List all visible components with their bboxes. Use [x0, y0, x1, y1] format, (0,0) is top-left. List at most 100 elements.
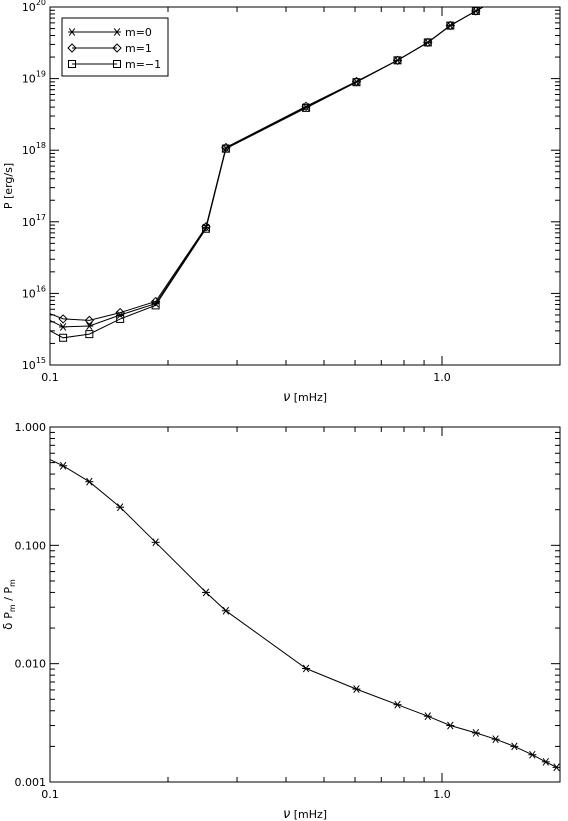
y-tick-label: 1020 [22, 0, 46, 14]
x-tick-label: 0.1 [41, 788, 59, 801]
y-tick-label: 1.000 [15, 421, 47, 434]
data-point [393, 700, 402, 709]
x-axis-label: ν [mHz] [283, 390, 327, 405]
y-tick-label: 1018 [22, 141, 46, 157]
y-tick-base: 10 [22, 216, 36, 229]
data-point [85, 322, 94, 330]
data-point [423, 712, 432, 721]
data-point [115, 307, 125, 318]
y-tick-label: 0.001 [15, 776, 47, 789]
legend-marker [113, 60, 121, 68]
y-tick-label: 0.010 [15, 658, 47, 671]
x-axis-unit: [mHz] [290, 391, 327, 404]
y-tick-label: 0.100 [15, 539, 47, 552]
legend: m=0 m=1 m=−1 [61, 17, 169, 77]
y-label-p: P [2, 612, 15, 619]
data-point [528, 750, 537, 759]
asterisk-stroke [68, 28, 76, 36]
data-point [471, 7, 480, 15]
legend-label: m=1 [125, 42, 152, 55]
x-tick-label: 0.1 [41, 371, 59, 384]
data-point [471, 728, 480, 737]
data-point [393, 56, 402, 65]
y-tick-exponent: 17 [36, 213, 46, 222]
x-axis-label: ν [mHz] [283, 807, 327, 821]
legend-marker [68, 60, 76, 68]
legend-marker [67, 43, 77, 53]
data-point [151, 538, 160, 547]
data-point [59, 461, 68, 470]
x-axis-symbol: ν [283, 807, 290, 821]
asterisk-stroke [511, 742, 518, 751]
x-tick-label: 1.0 [433, 371, 451, 384]
plot-frame [49, 6, 561, 366]
data-point [201, 224, 210, 233]
data-point [85, 330, 94, 339]
legend-item: m=0 [68, 26, 152, 39]
data-point [491, 735, 500, 744]
x-axis-symbol: ν [283, 390, 290, 405]
data-point [59, 333, 68, 342]
asterisk-stroke [529, 750, 536, 759]
y-tick-label: 1017 [22, 213, 46, 229]
y-axis-label: δ Pm / Pm [1, 579, 17, 630]
data-point [201, 588, 210, 597]
data-point [116, 314, 125, 323]
asterisk-stroke [553, 763, 560, 772]
y-label-subscript: m [8, 579, 17, 587]
series-line [50, 459, 557, 768]
y-tick-exponent: 19 [36, 70, 46, 79]
data-point [221, 142, 231, 153]
asterisk-stroke [59, 461, 67, 470]
y-tick-base: 10 [22, 1, 36, 14]
x-tick-label: 1.0 [433, 788, 451, 801]
legend-item: m=1 [67, 42, 152, 55]
asterisk-stroke [86, 477, 93, 486]
asterisk-stroke [222, 606, 230, 615]
data-point [423, 38, 432, 47]
asterisk-stroke [302, 664, 310, 673]
data-point [151, 301, 160, 310]
data-point [58, 314, 68, 324]
y-tick-exponent: 16 [36, 284, 46, 293]
asterisk-stroke [492, 735, 499, 744]
x-axis-unit: [mHz] [290, 808, 327, 821]
data-point [446, 21, 455, 30]
data-point [221, 606, 230, 615]
y-tick-label: 1016 [22, 284, 46, 300]
asterisk-stroke [86, 322, 93, 330]
y-tick-base: 10 [22, 287, 36, 300]
data-point [116, 503, 125, 512]
legend-label: m=0 [125, 26, 152, 39]
y-axis-label: P [erg/s] [2, 163, 15, 209]
asterisk-stroke [202, 588, 210, 597]
legend-box [61, 17, 169, 77]
asterisk-stroke [113, 28, 121, 36]
y-label-slash: / [2, 594, 15, 605]
data-point [59, 323, 68, 331]
data-point [510, 742, 519, 751]
y-label-p: P [2, 587, 15, 594]
legend-marker [113, 28, 121, 36]
plot-frame [49, 426, 561, 783]
y-tick-base: 10 [22, 144, 36, 157]
data-point [352, 685, 361, 693]
data-point [302, 103, 311, 112]
y-tick-base: 10 [22, 359, 36, 372]
y-label-delta: δ [1, 619, 15, 630]
plot-area [50, 459, 560, 772]
legend-item: m=−1 [68, 58, 161, 71]
y-tick-exponent: 15 [36, 356, 46, 365]
asterisk-stroke [59, 323, 67, 331]
asterisk-stroke [424, 712, 431, 721]
data-point [446, 721, 455, 730]
y-tick-base: 10 [22, 73, 36, 86]
legend-marker [112, 43, 122, 53]
legend-label: m=−1 [125, 58, 161, 71]
data-point [84, 315, 95, 326]
y-tick-exponent: 18 [36, 141, 46, 150]
relative-difference-chart: 0.1 1.0 0.001 0.010 0.100 1.000 ν [mHz] δ Pm / … [1, 421, 561, 821]
y-tick-label: 1015 [22, 356, 46, 372]
asterisk-stroke [542, 757, 549, 766]
